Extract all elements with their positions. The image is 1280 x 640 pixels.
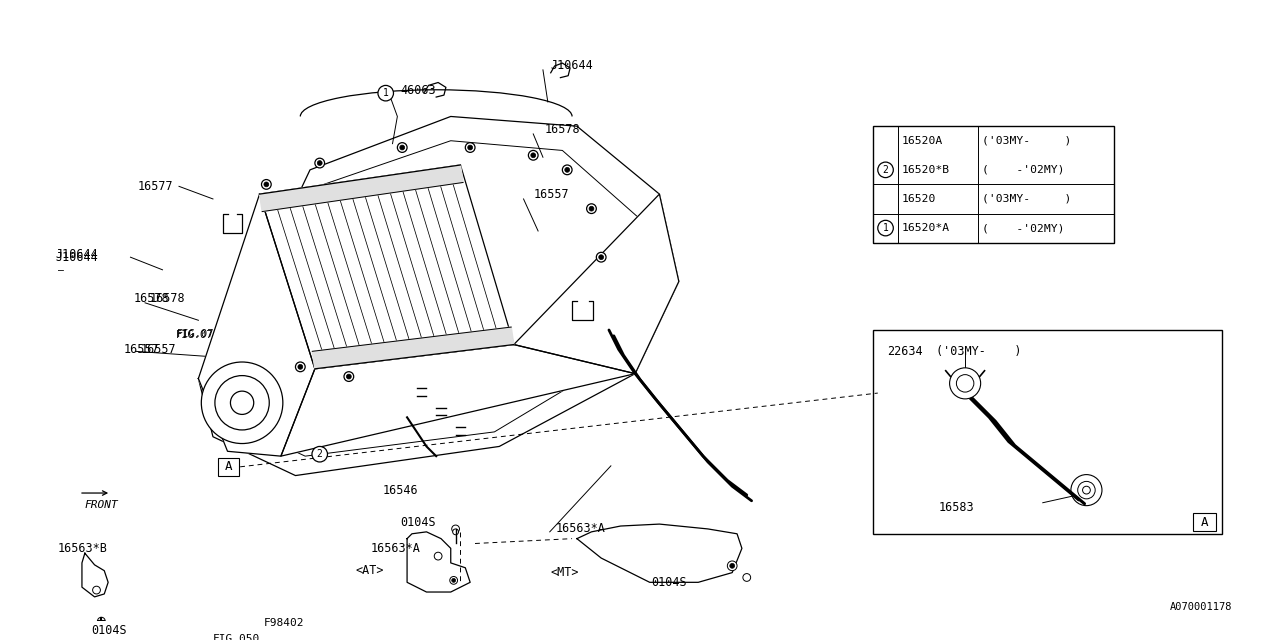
- Circle shape: [312, 447, 328, 462]
- Circle shape: [467, 145, 472, 150]
- Circle shape: [92, 586, 100, 594]
- Circle shape: [1078, 481, 1096, 499]
- Circle shape: [344, 372, 353, 381]
- Polygon shape: [198, 116, 678, 476]
- Circle shape: [878, 220, 893, 236]
- Circle shape: [298, 364, 303, 369]
- Text: 16577: 16577: [553, 362, 589, 375]
- Circle shape: [742, 573, 750, 581]
- Text: 0104S: 0104S: [401, 516, 436, 529]
- Text: A: A: [1201, 516, 1208, 529]
- Text: 0104S: 0104S: [92, 625, 127, 637]
- Circle shape: [296, 362, 305, 372]
- Text: FIG.050: FIG.050: [212, 634, 260, 640]
- Text: 1: 1: [383, 88, 389, 98]
- Text: 16578: 16578: [545, 123, 581, 136]
- Circle shape: [466, 143, 475, 152]
- Circle shape: [562, 165, 572, 175]
- Text: 22634: 22634: [887, 345, 923, 358]
- Circle shape: [878, 162, 893, 178]
- Circle shape: [589, 206, 594, 211]
- Circle shape: [317, 161, 323, 166]
- Circle shape: [596, 252, 605, 262]
- Bar: [873, 126, 1114, 243]
- Circle shape: [347, 374, 351, 379]
- Text: 16520: 16520: [902, 194, 937, 204]
- Text: 16520*A: 16520*A: [902, 223, 950, 233]
- Circle shape: [529, 150, 538, 160]
- Bar: [873, 330, 1222, 534]
- Text: 2: 2: [316, 449, 323, 460]
- Circle shape: [261, 180, 271, 189]
- Circle shape: [378, 85, 393, 101]
- Text: FRONT: FRONT: [84, 500, 119, 509]
- Text: 46063: 46063: [401, 84, 436, 97]
- Text: ('03MY-     ): ('03MY- ): [982, 194, 1071, 204]
- Circle shape: [201, 362, 283, 444]
- Text: 2: 2: [883, 165, 888, 175]
- Polygon shape: [513, 194, 678, 374]
- Text: 16557: 16557: [124, 343, 159, 356]
- Circle shape: [730, 563, 735, 568]
- Text: 16563*A: 16563*A: [556, 522, 605, 536]
- Text: 16563*B: 16563*B: [58, 542, 108, 555]
- Text: —: —: [58, 265, 64, 275]
- Text: 16520A: 16520A: [902, 136, 943, 146]
- Text: (    -'02MY): ( -'02MY): [982, 223, 1064, 233]
- Text: 1: 1: [883, 223, 888, 233]
- Text: 16557: 16557: [534, 188, 568, 200]
- Text: 16578: 16578: [133, 292, 169, 305]
- Text: J10644: J10644: [550, 58, 594, 72]
- Text: J10644: J10644: [56, 251, 99, 264]
- Circle shape: [453, 529, 458, 535]
- Text: F98402: F98402: [264, 618, 303, 628]
- Text: A070001178: A070001178: [1170, 602, 1233, 612]
- Circle shape: [215, 376, 269, 430]
- Text: 16583: 16583: [940, 501, 974, 514]
- Bar: [1193, 513, 1216, 531]
- Text: A: A: [225, 460, 232, 474]
- Text: 16563*A: 16563*A: [370, 542, 420, 555]
- Circle shape: [399, 145, 404, 150]
- Bar: [218, 458, 239, 476]
- Text: 16546: 16546: [383, 484, 419, 497]
- Text: 16578: 16578: [150, 292, 186, 305]
- Text: 16557: 16557: [141, 343, 175, 356]
- Circle shape: [950, 368, 980, 399]
- Polygon shape: [280, 344, 635, 456]
- Text: FIG.070-1: FIG.070-1: [177, 330, 233, 340]
- Circle shape: [397, 143, 407, 152]
- Circle shape: [599, 255, 604, 260]
- Circle shape: [1071, 475, 1102, 506]
- Circle shape: [586, 204, 596, 214]
- Polygon shape: [198, 194, 315, 456]
- Text: 16520*B: 16520*B: [902, 165, 950, 175]
- Text: (    -'02MY): ( -'02MY): [982, 165, 1064, 175]
- Text: 16577: 16577: [137, 180, 173, 193]
- Circle shape: [452, 525, 460, 533]
- Circle shape: [564, 168, 570, 172]
- Polygon shape: [260, 165, 513, 369]
- Circle shape: [452, 579, 456, 582]
- Circle shape: [727, 561, 737, 571]
- Text: <MT>: <MT>: [550, 566, 579, 579]
- Circle shape: [956, 374, 974, 392]
- Polygon shape: [260, 165, 463, 212]
- Polygon shape: [312, 327, 513, 369]
- Circle shape: [434, 552, 442, 560]
- Text: ('03MY-    ): ('03MY- ): [936, 345, 1021, 358]
- Text: FIG.070-1: FIG.070-1: [177, 329, 233, 339]
- Text: ('03MY-     ): ('03MY- ): [982, 136, 1071, 146]
- Circle shape: [230, 391, 253, 415]
- Text: <AT>: <AT>: [356, 564, 384, 577]
- Circle shape: [97, 617, 105, 625]
- Circle shape: [264, 182, 269, 187]
- Text: J10644: J10644: [56, 248, 99, 260]
- Circle shape: [531, 153, 535, 157]
- Text: 0104S: 0104S: [652, 576, 687, 589]
- Circle shape: [449, 577, 457, 584]
- Circle shape: [1083, 486, 1091, 494]
- Circle shape: [315, 158, 325, 168]
